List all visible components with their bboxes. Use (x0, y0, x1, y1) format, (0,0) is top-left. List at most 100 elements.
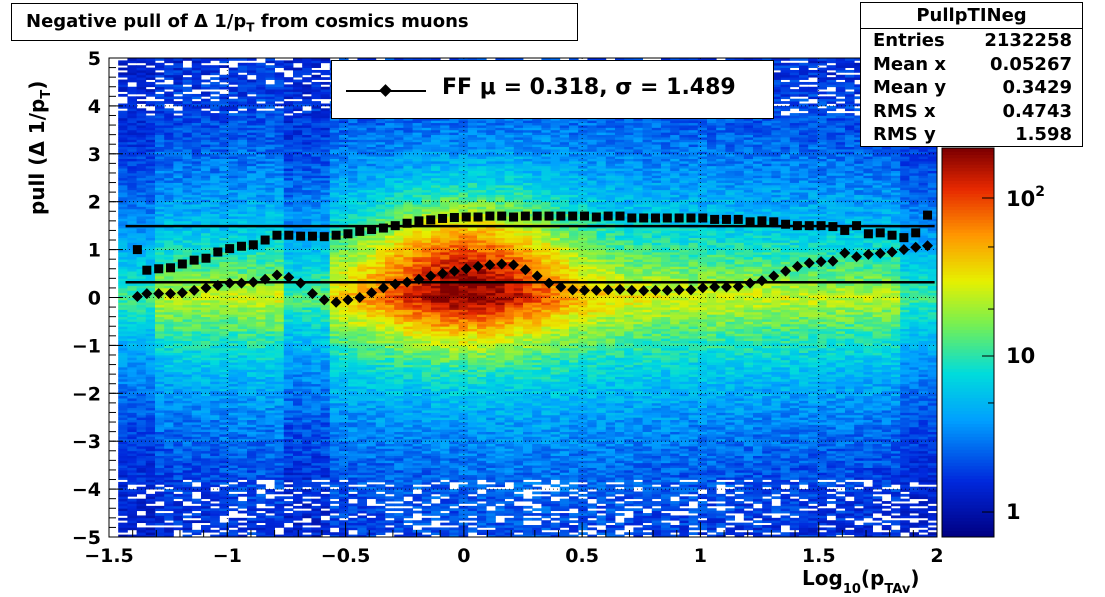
heatmap-cell (164, 165, 174, 169)
heatmap-cell (320, 525, 331, 528)
heatmap-cell (127, 335, 137, 339)
heatmap-cell (320, 89, 331, 92)
heatmap-cell (173, 117, 183, 121)
heatmap-cell (136, 256, 147, 260)
heatmap-cell (118, 278, 128, 282)
heatmap-cell (201, 479, 211, 483)
heatmap-cell (283, 477, 294, 480)
heatmap-cell (274, 149, 285, 152)
heatmap-cell (118, 271, 128, 274)
heatmap-cell (201, 156, 211, 159)
heatmap-cell (118, 290, 128, 294)
heatmap-cell (311, 448, 321, 452)
heatmap-cell (191, 206, 202, 210)
heatmap-cell (164, 393, 174, 397)
heatmap-cell (145, 149, 156, 152)
heatmap-cell (256, 206, 266, 210)
heatmap-cell (145, 261, 156, 265)
heatmap-cell (348, 149, 358, 152)
heatmap-cell (265, 316, 275, 320)
heatmap-cell (348, 362, 358, 365)
heatmap-cell (247, 362, 257, 365)
heatmap-cell (283, 515, 294, 519)
heatmap-cell (191, 304, 202, 308)
heatmap-cell (302, 268, 312, 272)
heatmap-cell (191, 479, 202, 483)
heatmap-cell (302, 295, 312, 298)
heatmap-cell (127, 165, 137, 169)
heatmap-cell (219, 261, 229, 265)
heatmap-cell (118, 474, 128, 478)
heatmap-cell (210, 201, 220, 205)
heatmap-cell (127, 345, 137, 349)
heatmap-cell (247, 450, 257, 454)
heatmap-cell (311, 242, 321, 246)
heatmap-cell (127, 390, 137, 394)
heatmap-cell (127, 525, 137, 528)
heatmap-cell (348, 431, 358, 435)
heatmap-cell (228, 156, 239, 159)
heatmap-cell (265, 168, 275, 171)
heatmap-cell (164, 347, 174, 351)
heatmap-cell (247, 168, 257, 171)
heatmap-cell (339, 400, 349, 404)
heatmap-cell (219, 407, 229, 411)
heatmap-cell (118, 187, 128, 191)
heatmap-cell (339, 345, 349, 349)
heatmap-cell (320, 352, 331, 356)
heatmap-cell (145, 407, 156, 411)
heatmap-cell (311, 460, 321, 464)
heatmap-cell (237, 127, 248, 131)
heatmap-cell (311, 438, 321, 442)
heatmap-cell (302, 201, 312, 205)
heatmap-cell (136, 402, 147, 406)
heatmap-cell (155, 211, 165, 215)
heatmap-cell (274, 321, 285, 325)
heatmap-cell (118, 292, 128, 296)
heatmap-cell (302, 247, 312, 250)
heatmap-cell (191, 532, 202, 535)
heatmap-cell (155, 242, 165, 246)
heatmap-cell (219, 77, 229, 80)
heatmap-cell (339, 163, 349, 167)
heatmap-cell (191, 268, 202, 272)
heatmap-cell (293, 309, 303, 313)
heatmap-cell (228, 266, 239, 270)
heatmap-cell (164, 436, 174, 440)
heatmap-cell (118, 208, 128, 212)
heatmap-cell (339, 134, 349, 138)
heatmap-cell (145, 67, 156, 71)
heatmap-cell (145, 455, 156, 459)
heatmap-cell (357, 364, 367, 368)
heatmap-cell (265, 338, 275, 342)
heatmap-cell (274, 414, 285, 418)
heatmap-cell (201, 340, 211, 344)
heatmap-cell (219, 259, 229, 262)
heatmap-cell (237, 407, 248, 411)
heatmap-cell (118, 304, 128, 308)
heatmap-cell (265, 122, 275, 126)
heatmap-cell (320, 220, 331, 224)
heatmap-cell (339, 175, 349, 179)
heatmap-cell (155, 513, 165, 516)
heatmap-cell (118, 419, 128, 423)
heatmap-cell (339, 414, 349, 418)
heatmap-cell (256, 141, 266, 145)
heatmap-cell (164, 271, 174, 274)
heatmap-cell (274, 434, 285, 437)
heatmap-cell (265, 184, 275, 188)
heatmap-cell (293, 323, 303, 327)
heatmap-cell (173, 388, 183, 392)
heatmap-cell (311, 201, 321, 205)
heatmap-cell (293, 481, 303, 485)
heatmap-cell (155, 532, 165, 535)
heatmap-cell (173, 309, 183, 313)
heatmap-cell (191, 249, 202, 253)
heatmap-cell (247, 347, 257, 351)
heatmap-cell (219, 146, 229, 150)
heatmap-cell (155, 395, 165, 399)
heatmap-cell (155, 493, 165, 497)
heatmap-cell (237, 465, 248, 468)
heatmap-cell (274, 357, 285, 361)
heatmap-cell (219, 237, 229, 241)
